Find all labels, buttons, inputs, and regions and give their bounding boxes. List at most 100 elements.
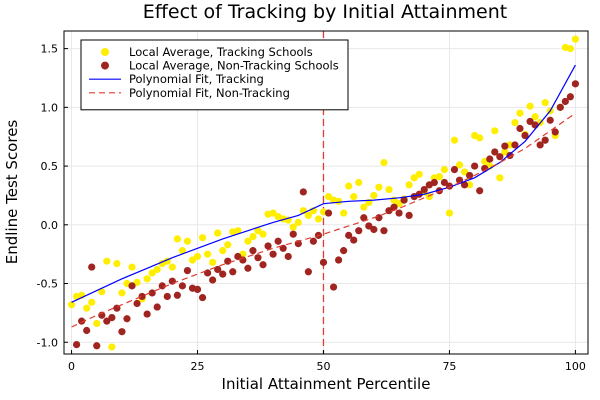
scatter-point-series-0 [334,197,343,205]
lines-layer [71,64,576,328]
scatter-point-series-1 [93,342,101,350]
scatter-point-series-1 [143,310,151,318]
scatter-point-series-1 [239,256,247,264]
scatter-point-series-0 [340,209,348,217]
ticks-layer: 0 25 50 75 100 -1.0 -0.5 0.0 0.5 1.0 1.5 [37,43,586,373]
legend-marker-series-1 [101,61,109,70]
scatter-point-series-1 [400,196,408,204]
scatter-point-series-1 [88,263,96,271]
scatter-point-series-1 [511,141,519,149]
scatter-point-series-1 [214,265,222,274]
scatter-point-series-1 [123,315,131,323]
scatter-point-series-0 [128,263,136,271]
scatter-point-series-1 [531,121,539,129]
scatter-point-series-1 [193,285,202,293]
legend-box [80,39,349,111]
scatter-point-series-1 [163,292,171,301]
scatter-point-series-1 [329,283,338,291]
scatter-point-series-1 [203,269,212,277]
y-tick-label: 1.5 [41,43,59,56]
scatter-point-series-0 [254,227,262,235]
scatter-point-series-0 [108,343,116,351]
scatter-point-series-1 [103,317,111,325]
scatter-point-series-0 [476,134,484,142]
scatter-point-series-1 [420,185,428,194]
scatter-point-series-0 [541,99,549,107]
scatter-point-series-1 [128,282,136,290]
scatter-point-series-1 [360,214,368,222]
scatter-point-series-0 [360,203,368,211]
scatter-point-series-0 [516,109,524,117]
legend-label-series-1: Local Average, Non-Tracking Schools [129,59,339,73]
scatter-point-series-0 [314,215,323,223]
scatter-point-series-1 [153,303,161,311]
scatter-point-series-0 [410,174,418,182]
chart-title: Effect of Tracking by Initial Attainment [143,1,507,23]
scatter-point-series-1 [304,268,312,276]
scatter-point-series-1 [471,162,479,170]
x-tick-label: 75 [442,360,456,373]
scatter-point-series-1 [430,178,438,187]
scatter-point-series-1 [168,277,176,285]
scatter-point-series-1 [496,153,504,161]
scatter-point-series-0 [88,298,96,306]
scatter-point-series-0 [249,232,257,241]
scatter-point-series-0 [209,258,217,266]
scatter-point-series-0 [103,257,111,265]
legend-label-series-3: Polynomial Fit, Non-Tracking [129,86,290,100]
scatter-point-series-0 [153,265,161,274]
scatter-point-series-0 [118,289,126,297]
scatter-point-series-1 [334,256,343,264]
scatter-point-series-1 [219,270,227,278]
scatter-point-series-0 [304,211,312,220]
y-tick-label: 1.0 [41,101,59,114]
scatter-point-series-1 [380,227,388,235]
scatter-point-series-1 [198,294,207,302]
points-layer [67,35,580,351]
scatter-point-series-0 [193,252,202,261]
scatter-point-series-1 [229,268,237,276]
scatter-point-series-0 [133,278,141,286]
scatter-point-series-1 [284,252,292,261]
scatter-point-series-0 [571,35,580,43]
scatter-point-series-1 [274,237,282,245]
scatter-point-series-0 [244,237,252,245]
scatter-point-series-0 [269,209,277,217]
scatter-point-series-0 [501,148,509,156]
scatter-point-series-1 [340,247,348,255]
scatter-point-series-0 [496,174,504,182]
scatter-point-series-1 [566,93,574,101]
scatter-point-series-1 [556,103,564,111]
y-tick-label: 0.0 [41,219,59,232]
scatter-point-series-0 [526,102,534,110]
scatter-point-series-1 [365,222,373,230]
scatter-point-series-1 [289,230,297,238]
scatter-point-series-1 [224,257,232,265]
scatter-point-series-1 [264,242,272,250]
scatter-point-series-0 [83,304,91,312]
scatter-point-series-0 [224,241,232,249]
scatter-point-series-1 [72,341,81,349]
scatter-point-series-0 [113,259,121,268]
x-tick-label: 0 [68,360,75,373]
scatter-point-series-1 [254,254,262,262]
scatter-point-series-1 [501,142,509,150]
scatter-point-series-0 [203,250,212,258]
scatter-point-series-0 [531,113,539,121]
scatter-point-series-0 [491,127,499,135]
scatter-point-series-0 [259,230,267,238]
scatter-point-series-0 [234,227,242,235]
scatter-point-series-1 [541,136,549,144]
scatter-point-series-1 [249,247,257,255]
y-tick-label: -1.0 [37,336,58,349]
scatter-point-series-0 [219,247,227,255]
scatter-point-series-1 [465,171,474,180]
scatter-point-series-0 [289,223,297,231]
scatter-point-series-0 [445,209,454,217]
scatter-point-series-1 [309,237,318,245]
fit-line-series-2 [71,64,576,303]
y-tick-label: 0.5 [41,160,59,173]
scatter-point-series-1 [455,176,464,184]
scatter-point-series-1 [486,155,494,163]
